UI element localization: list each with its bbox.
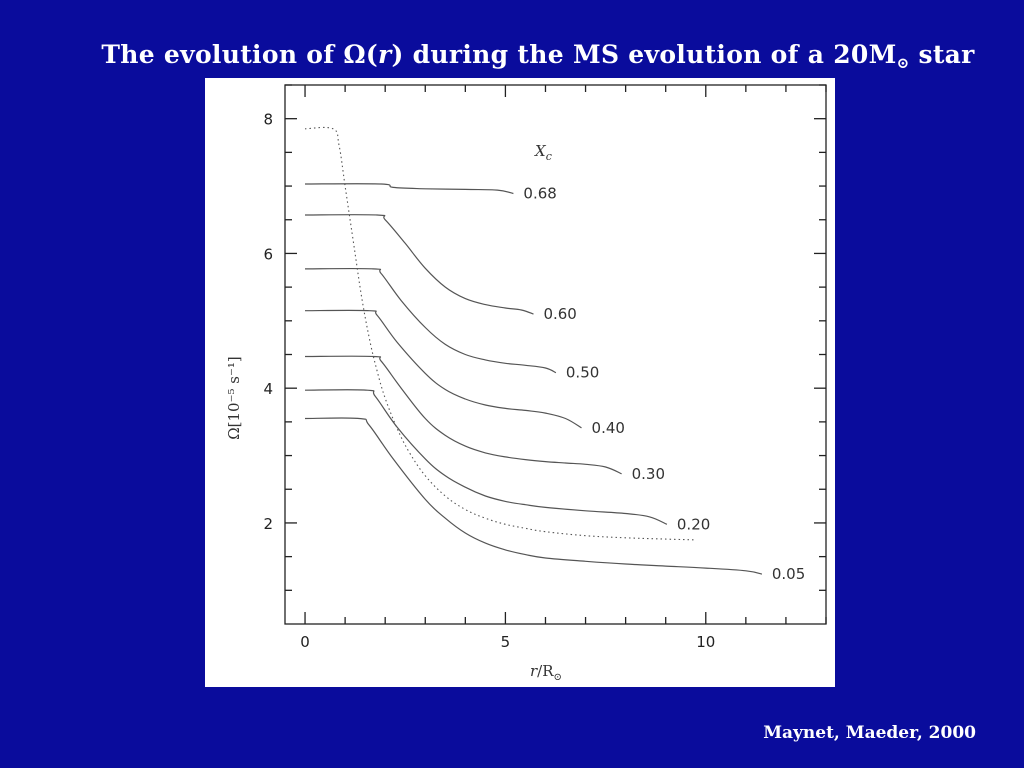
slide-title: The evolution of Ω(r) during the MS evol…: [0, 40, 1024, 72]
curve-label: 0.05: [772, 565, 805, 583]
curve-label: 0.40: [592, 419, 625, 437]
curve-xc-0-68: [304, 183, 514, 195]
title-mid: ) during the MS evolution of a 20M: [391, 40, 897, 69]
curve-label: 0.60: [543, 305, 576, 323]
y-tick-label: 8: [263, 111, 273, 129]
curve-xc-0-20: [304, 389, 668, 525]
x-axis-label-unit: R: [542, 662, 554, 680]
x-axis-label-slash: /: [537, 662, 543, 680]
title-suffix: star: [909, 40, 975, 69]
x-axis-label-sub: ⊙: [554, 672, 562, 683]
omega-profile-chart: 0 5 10 2 4 6 8 0.68 0.60 0.50 0.40 0.30 0.20 0.05 Xc…: [225, 84, 827, 683]
y-tick-label: 2: [263, 515, 273, 533]
curve-xc-0-40: [304, 309, 582, 429]
curve-xc-0-30: [304, 355, 622, 475]
title-sun-symbol: ⊙: [896, 54, 910, 72]
curve-label: 0.50: [566, 364, 599, 382]
x-tick-label: 5: [501, 633, 511, 651]
title-prefix: The evolution of: [101, 40, 344, 69]
curve-xc-0-05: [304, 417, 763, 575]
y-tick-label: 4: [263, 380, 273, 398]
curves: [304, 126, 763, 575]
curve-xc-0-50: [304, 267, 557, 374]
axes: 0 5 10 2 4 6 8: [263, 84, 827, 651]
x-tick-label: 0: [300, 633, 310, 651]
legend-title-sub: c: [546, 150, 552, 163]
x-axis-label-var: r: [530, 662, 538, 680]
plot-frame: [284, 84, 827, 625]
curve-xc-0-60: [304, 214, 534, 315]
title-r: r: [378, 40, 392, 69]
citation: Maynet, Maeder, 2000: [763, 723, 976, 743]
legend-title: Xc: [534, 142, 552, 163]
y-axis-label: Ω[10⁻⁵ s⁻¹]: [225, 356, 243, 440]
x-tick-label: 10: [696, 633, 715, 651]
x-axis-label: r/R⊙: [530, 662, 562, 683]
figure-panel: 0 5 10 2 4 6 8 0.68 0.60 0.50 0.40 0.30 0.20 0.05 Xc…: [205, 78, 835, 687]
curve-label: 0.68: [523, 184, 556, 202]
curve-label: 0.30: [632, 465, 665, 483]
curve-label: 0.20: [677, 515, 710, 533]
y-tick-label: 6: [263, 245, 273, 263]
curve-labels: 0.68 0.60 0.50 0.40 0.30 0.20 0.05: [523, 184, 805, 583]
title-omega: Ω(: [343, 40, 379, 69]
